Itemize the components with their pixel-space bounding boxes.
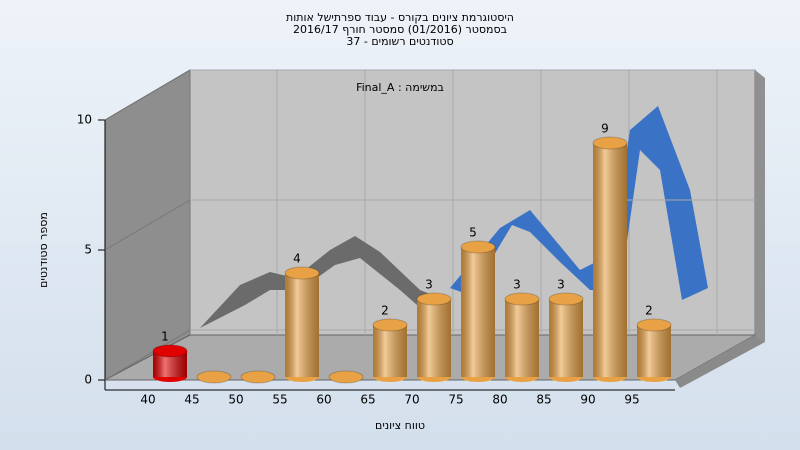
x-tick-label: 80	[492, 393, 507, 407]
y-tick-label: 10	[77, 113, 92, 127]
x-tick-label: 95	[624, 393, 639, 407]
x-tick-label: 60	[316, 393, 331, 407]
grid-line	[104, 329, 191, 381]
x-tick-label: 70	[404, 393, 419, 407]
bar-shade	[285, 273, 319, 377]
value-label: 3	[513, 278, 521, 292]
value-label: 1	[161, 330, 169, 344]
bar-top	[636, 318, 672, 332]
value-label: 2	[645, 304, 653, 318]
title-line: סטודנטים רשומים - 37	[346, 35, 453, 48]
x-axis-title: טווח ציונים	[375, 419, 425, 432]
title-line: בסמסטר (01/2016) סמסטר חורף 2016/17	[293, 23, 507, 36]
bar-shade	[505, 299, 539, 377]
bar-top	[504, 292, 540, 306]
bar-shade	[637, 325, 671, 377]
bar-shade	[593, 143, 627, 377]
annotation: במשימה : Final_A	[356, 81, 444, 94]
y-tick-label: 0	[84, 373, 92, 387]
value-label: 3	[425, 278, 433, 292]
y-tick-label: 5	[84, 243, 92, 257]
bar-top	[460, 240, 496, 254]
wall-edge	[755, 70, 765, 342]
value-label: 4	[293, 252, 301, 266]
bar-top	[548, 292, 584, 306]
x-tick-label: 50	[228, 393, 243, 407]
bar-top	[372, 318, 408, 332]
value-label: 9	[601, 122, 609, 136]
x-tick-label: 40	[140, 393, 155, 407]
y-axis-title: מספר סטודנטים	[37, 212, 50, 288]
bar-top	[416, 292, 452, 306]
x-tick-label: 75	[448, 393, 463, 407]
bar-top	[196, 370, 232, 384]
bar-top	[284, 266, 320, 280]
x-tick-label: 85	[536, 393, 551, 407]
bar-top	[328, 370, 364, 384]
title-line: היסטוגרמת ציונים בקורס - עבוד ספרתישל או…	[286, 11, 514, 24]
bar-shade	[417, 299, 451, 377]
grid-line	[104, 199, 191, 251]
x-tick-label: 55	[272, 393, 287, 407]
bar-top	[152, 344, 188, 358]
value-label: 3	[557, 278, 565, 292]
value-label: 5	[469, 226, 477, 240]
bar-top	[240, 370, 276, 384]
bar-shade	[373, 325, 407, 377]
curve-gray	[200, 236, 445, 328]
grid-line	[104, 69, 191, 121]
bar-shade	[549, 299, 583, 377]
value-label: 2	[381, 304, 389, 318]
bar-top	[592, 136, 628, 150]
bar-shade	[461, 247, 495, 377]
x-tick-label: 65	[360, 393, 375, 407]
floor-edge	[675, 335, 765, 388]
x-tick-label: 90	[580, 393, 595, 407]
x-tick-label: 45	[184, 393, 199, 407]
